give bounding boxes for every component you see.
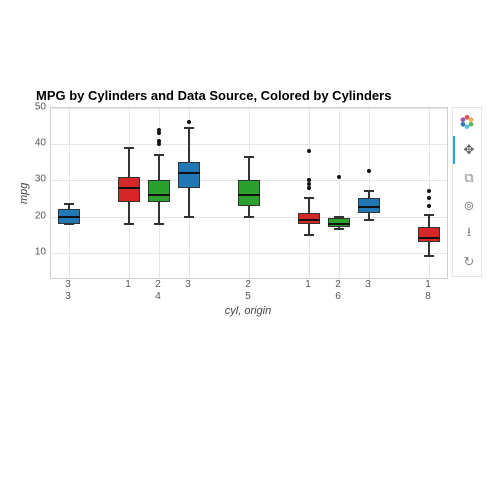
y-tick: 10 bbox=[28, 246, 46, 257]
boxplot-box bbox=[418, 227, 440, 241]
x-tick-origin: 2 bbox=[245, 279, 251, 290]
outlier-point bbox=[187, 120, 191, 124]
outlier-point bbox=[427, 189, 431, 193]
plot-area[interactable] bbox=[50, 107, 448, 279]
outlier-point bbox=[307, 149, 311, 153]
chart-title: MPG by Cylinders and Data Source, Colore… bbox=[36, 88, 391, 103]
outlier-point bbox=[307, 186, 311, 190]
y-tick: 30 bbox=[28, 174, 46, 185]
x-tick-cyl: 5 bbox=[245, 291, 251, 302]
boxplot-box bbox=[118, 177, 140, 202]
bokeh-logo-icon[interactable] bbox=[453, 108, 481, 136]
x-tick-cyl: 6 bbox=[335, 291, 341, 302]
boxplot-box bbox=[178, 162, 200, 187]
outlier-point bbox=[157, 131, 161, 135]
x-tick-origin: 1 bbox=[425, 279, 431, 290]
y-tick: 20 bbox=[28, 210, 46, 221]
stage: MPG by Cylinders and Data Source, Colore… bbox=[0, 0, 500, 500]
outlier-point bbox=[427, 204, 431, 208]
wheel-zoom-icon[interactable]: ⊚ bbox=[453, 192, 483, 220]
x-tick-origin: 3 bbox=[365, 279, 371, 290]
x-tick-origin: 2 bbox=[155, 279, 161, 290]
x-tick-cyl: 3 bbox=[65, 291, 71, 302]
x-tick-cyl: 8 bbox=[425, 291, 431, 302]
x-tick-origin: 3 bbox=[185, 279, 191, 290]
reset-icon[interactable]: ↻ bbox=[453, 248, 483, 276]
toolbar: ✥⧉⊚⭳↻ bbox=[452, 107, 482, 277]
x-tick-origin: 2 bbox=[335, 279, 341, 290]
outlier-point bbox=[427, 196, 431, 200]
y-axis-label: mpg bbox=[18, 183, 30, 204]
outlier-point bbox=[157, 128, 161, 132]
outlier-point bbox=[157, 142, 161, 146]
outlier-point bbox=[367, 169, 371, 173]
x-axis-label: cyl, origin bbox=[50, 305, 446, 317]
x-tick-origin: 1 bbox=[305, 279, 311, 290]
outlier-point bbox=[157, 139, 161, 143]
save-icon[interactable]: ⭳ bbox=[453, 220, 483, 248]
boxplot-box bbox=[148, 180, 170, 202]
x-tick-origin: 1 bbox=[125, 279, 131, 290]
outlier-point bbox=[337, 175, 341, 179]
y-tick: 40 bbox=[28, 138, 46, 149]
x-tick-cyl: 4 bbox=[155, 291, 161, 302]
pan-icon[interactable]: ✥ bbox=[453, 136, 483, 164]
box-zoom-icon[interactable]: ⧉ bbox=[453, 164, 483, 192]
outlier-point bbox=[307, 182, 311, 186]
outlier-point bbox=[307, 178, 311, 182]
x-tick-origin: 3 bbox=[65, 279, 71, 290]
y-tick: 50 bbox=[28, 102, 46, 113]
